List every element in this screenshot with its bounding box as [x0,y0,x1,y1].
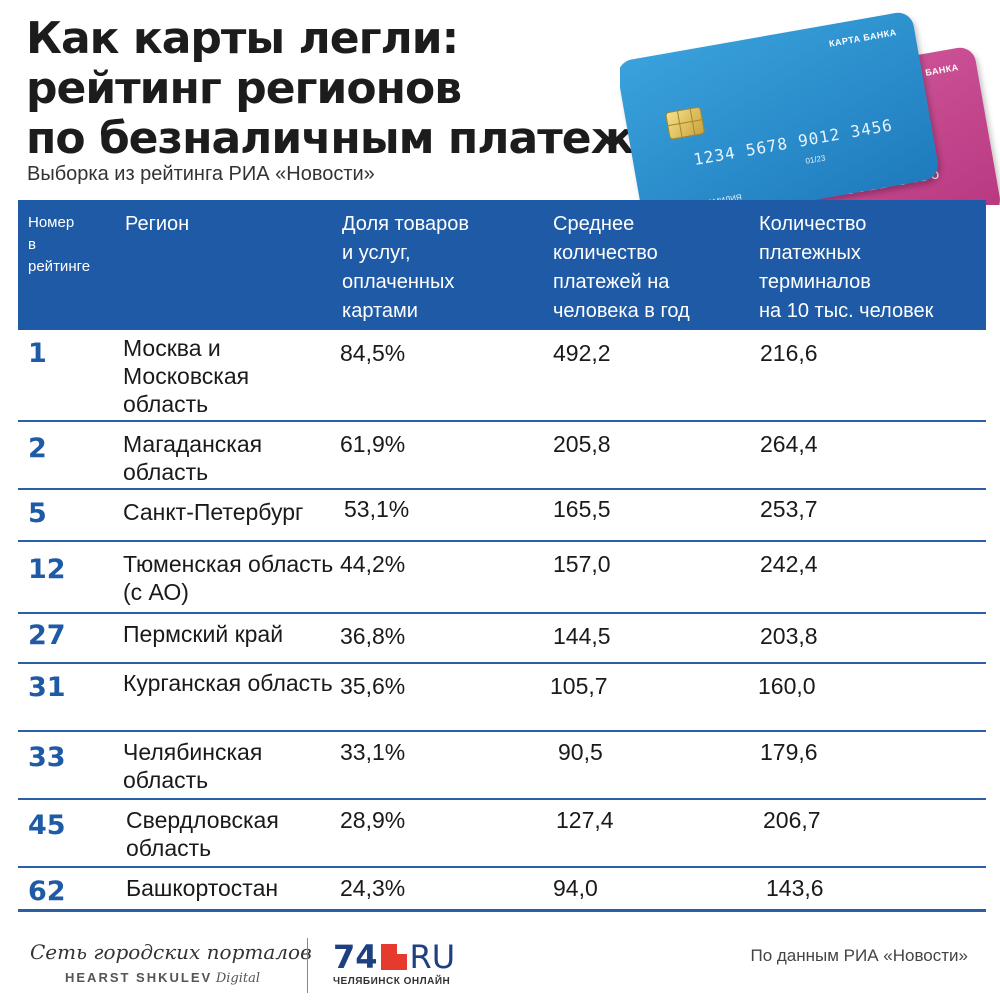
payments-cell: 144,5 [553,623,611,649]
title-line-2: рейтинг регионов [26,63,462,114]
payments-cell: 90,5 [558,739,603,765]
region-cell: Курганская область [123,670,333,696]
table-bottom-rule [18,909,986,912]
terminals-cell: 253,7 [760,496,818,522]
region-cell: Пермский край [123,621,284,647]
table-row: 2 Магаданская область 61,9% 205,8 264,4 [18,422,986,490]
header-share: Доля товаров и услуг, оплаченных картами [342,213,469,322]
share-cell: 84,5% [340,340,406,366]
rank-cell: 2 [28,433,47,464]
header-payments: Среднее количество платежей на человека … [553,213,690,322]
rank-cell: 27 [28,620,66,651]
region-cell: Санкт-Петербург [123,499,304,525]
region-cell: Башкортостан [126,875,279,901]
rank-cell: 12 [28,554,66,585]
table-header: Номер в рейтинге Регион Доля товаров и у… [18,200,986,330]
share-cell: 35,6% [340,673,406,699]
rank-cell: 33 [28,742,66,773]
terminals-cell: 206,7 [763,807,821,833]
share-cell: 36,8% [340,623,406,649]
table-row: 5 Санкт-Петербург 53,1% 165,5 253,7 [18,490,986,542]
logo-ru: RU [409,938,456,976]
table-row: 33 Челябинская область 33,1% 90,5 179,6 [18,732,986,800]
region-cell: Магаданская область [123,431,263,485]
header-region: Регион [125,213,190,235]
portals-network-logo: Сеть городских порталов [30,940,312,964]
rank-cell: 31 [28,672,66,703]
rank-cell: 45 [28,810,66,841]
footer-divider [307,938,308,993]
title-line-3: по безналичным платежам [26,113,698,164]
logo-square-icon [380,944,407,970]
share-cell: 24,3% [340,875,406,901]
payments-cell: 127,4 [556,807,614,833]
subtitle: Выборка из рейтинга РИА «Новости» [27,163,375,185]
table-row: 62 Башкортостан 24,3% 94,0 143,6 [18,868,986,918]
share-cell: 28,9% [340,807,406,833]
blue-card-number: 1234 5678 9012 3456 [691,115,895,170]
hearst-bold-text: HEARST SHKULEV [65,970,213,985]
rank-cell: 1 [28,338,47,369]
payments-cell: 94,0 [553,875,598,901]
blue-card-bank-label: КАРТА БАНКА [828,27,898,49]
region-cell: Москва и Московская область [123,335,250,417]
rating-table: Номер в рейтинге Регион Доля товаров и у… [18,200,986,918]
title-line-1: Как карты легли: [26,13,459,64]
region-cell: Свердловская область [126,807,279,861]
payments-cell: 105,7 [550,673,608,699]
terminals-cell: 160,0 [758,673,816,699]
terminals-cell: 242,4 [760,551,818,577]
source-note: По данным РИА «Новости» [750,946,968,965]
payments-cell: 205,8 [553,431,611,457]
table-row: 27 Пермский край 36,8% 144,5 203,8 [18,614,986,664]
share-cell: 33,1% [340,739,406,765]
logo-subtitle: ЧЕЛЯБИНСК ОНЛАЙН [333,976,451,987]
share-cell: 53,1% [344,496,410,522]
header-terminals: Количество платежных терминалов на 10 ты… [759,213,934,322]
rank-cell: 62 [28,876,66,907]
blue-card-image: КАРТА БАНКА 1234 5678 9012 3456 01/23 ИМ… [620,10,941,205]
terminals-cell: 216,6 [760,340,818,366]
credit-cards-illustration: КАРТА БАНКА 9012 3456 КАРТА БАНКА 1234 5… [620,0,1000,205]
rank-cell: 5 [28,498,47,529]
share-cell: 61,9% [340,431,406,457]
terminals-cell: 143,6 [766,875,824,901]
74ru-logo: 74 RU [333,938,456,976]
terminals-cell: 264,4 [760,431,818,457]
payments-cell: 157,0 [553,551,611,577]
table-row: 31 Курганская область 35,6% 105,7 160,0 [18,664,986,732]
hearst-digital-text: Digital [215,971,261,986]
region-cell: Тюменская область (с АО) [123,551,334,605]
hearst-shkulev-logo: HEARST SHKULEV Digital [65,970,260,986]
payments-cell: 165,5 [553,496,611,522]
page-title: Как карты легли: рейтинг регионов по без… [26,13,698,164]
table-row: 12 Тюменская область (с АО) 44,2% 157,0 … [18,542,986,614]
header-rank: Номер в рейтинге [28,214,91,275]
terminals-cell: 203,8 [760,623,818,649]
region-cell: Челябинская область [123,739,263,793]
share-cell: 44,2% [340,551,406,577]
table-row: 45 Свердловская область 28,9% 127,4 206,… [18,800,986,868]
payments-cell: 492,2 [553,340,611,366]
blue-card-expiry: 01/23 [804,153,827,166]
logo-number: 74 [333,938,378,976]
chip-icon [664,106,706,141]
table-row: 1 Москва и Московская область 84,5% 492,… [18,330,986,422]
terminals-cell: 179,6 [760,739,818,765]
